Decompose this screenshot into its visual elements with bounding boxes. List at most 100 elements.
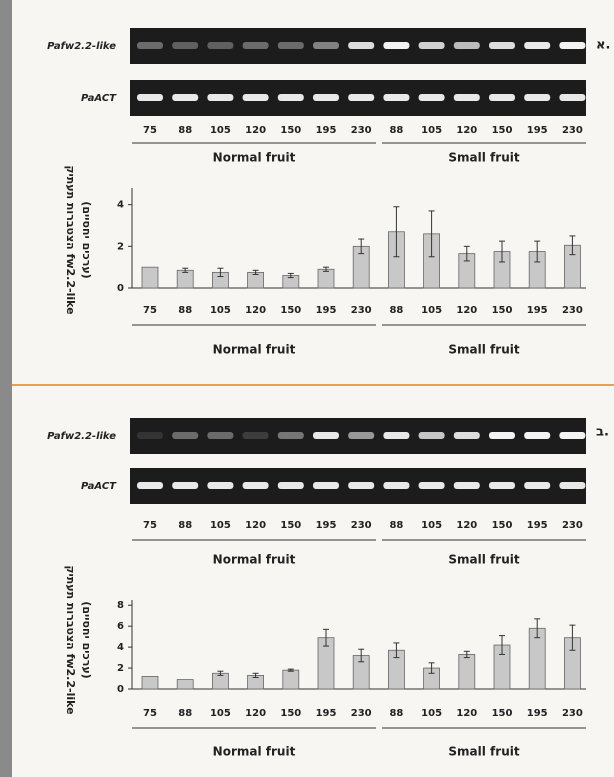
gel-band xyxy=(489,42,515,49)
left-border xyxy=(0,0,12,777)
panel-label: א. xyxy=(596,38,610,53)
gel-band xyxy=(419,432,445,439)
gel-band xyxy=(348,42,374,49)
gel-band xyxy=(243,432,269,439)
x-tick-label: 105 xyxy=(421,305,442,316)
lane-label: 150 xyxy=(280,520,301,531)
y-axis-label: הצטברות תעתיק fw2.2-like xyxy=(64,565,77,714)
x-tick-label: 195 xyxy=(316,708,337,719)
lane-label: 230 xyxy=(562,125,583,136)
x-tick-label: 120 xyxy=(456,305,477,316)
y-tick-label: 4 xyxy=(117,200,124,211)
x-tick-label: 230 xyxy=(351,305,372,316)
y-axis-label: (ערכים יחסיים) xyxy=(80,601,93,678)
lane-label: 88 xyxy=(389,520,403,531)
bar xyxy=(177,270,193,288)
gel-band xyxy=(172,42,198,49)
gel-band xyxy=(454,432,480,439)
gel-band xyxy=(419,94,445,101)
y-tick-label: 6 xyxy=(117,621,124,632)
gel-band xyxy=(383,42,409,49)
x-tick-label: 195 xyxy=(527,708,548,719)
y-tick-label: 8 xyxy=(117,600,124,611)
bar xyxy=(283,670,299,689)
gel-band xyxy=(348,482,374,489)
x-tick-label: 150 xyxy=(492,708,513,719)
gel-band xyxy=(278,42,304,49)
gel-band xyxy=(559,42,585,49)
x-tick-label: 75 xyxy=(143,708,157,719)
y-tick-label: 2 xyxy=(117,241,124,252)
group-label: Small fruit xyxy=(448,745,519,759)
x-tick-label: 88 xyxy=(178,708,192,719)
gel-band xyxy=(243,94,269,101)
gel-band xyxy=(137,432,163,439)
lane-label: 88 xyxy=(389,125,403,136)
group-label: Small fruit xyxy=(448,553,519,567)
gel-band xyxy=(313,482,339,489)
lane-label: 230 xyxy=(351,125,372,136)
gel-band xyxy=(348,94,374,101)
group-label: Small fruit xyxy=(448,151,519,165)
gel-band xyxy=(524,482,550,489)
gel-row-label: Pafw2.2-like xyxy=(47,431,116,442)
x-tick-label: 88 xyxy=(389,708,403,719)
gel-band xyxy=(348,432,374,439)
gel-band xyxy=(454,482,480,489)
lane-label: 75 xyxy=(143,520,157,531)
gel-band xyxy=(489,482,515,489)
x-tick-label: 195 xyxy=(316,305,337,316)
x-tick-label: 195 xyxy=(527,305,548,316)
x-tick-label: 120 xyxy=(245,708,266,719)
gel-band xyxy=(524,42,550,49)
lane-label: 105 xyxy=(421,125,442,136)
group-label: Normal fruit xyxy=(213,745,296,759)
lane-label: 150 xyxy=(492,520,513,531)
gel-band xyxy=(207,432,233,439)
bar xyxy=(142,676,158,689)
bar xyxy=(142,267,158,288)
lane-label: 120 xyxy=(456,520,477,531)
x-tick-label: 150 xyxy=(280,305,301,316)
y-tick-label: 4 xyxy=(117,642,124,653)
lane-label: 75 xyxy=(143,125,157,136)
lane-label: 150 xyxy=(492,125,513,136)
x-tick-label: 230 xyxy=(351,708,372,719)
gel-band xyxy=(243,482,269,489)
gel-band xyxy=(313,94,339,101)
panel-label: ב. xyxy=(596,425,609,440)
x-tick-label: 150 xyxy=(280,708,301,719)
gel-band xyxy=(313,432,339,439)
gel-band xyxy=(454,94,480,101)
gel-row-label: PaACT xyxy=(81,93,117,104)
x-tick-label: 230 xyxy=(562,305,583,316)
gel-band xyxy=(137,482,163,489)
gel-band xyxy=(278,482,304,489)
lane-label: 195 xyxy=(527,520,548,531)
lane-label: 195 xyxy=(527,125,548,136)
gel-band xyxy=(524,432,550,439)
gel-band xyxy=(383,432,409,439)
group-label: Normal fruit xyxy=(213,343,296,357)
gel-band xyxy=(559,482,585,489)
lane-label: 88 xyxy=(178,520,192,531)
gel-band xyxy=(278,432,304,439)
x-tick-label: 120 xyxy=(245,305,266,316)
y-tick-label: 0 xyxy=(117,684,124,695)
lane-label: 150 xyxy=(280,125,301,136)
gel-band xyxy=(137,42,163,49)
lane-label: 105 xyxy=(210,125,231,136)
x-tick-label: 105 xyxy=(210,305,231,316)
y-axis-label: הצטברות תעתיק fw2.2-like xyxy=(64,165,77,314)
gel-band xyxy=(243,42,269,49)
gel-band xyxy=(278,94,304,101)
lane-label: 195 xyxy=(316,125,337,136)
lane-label: 120 xyxy=(456,125,477,136)
y-axis-label: (ערכים יחסיים) xyxy=(80,201,93,278)
x-tick-label: 105 xyxy=(421,708,442,719)
x-tick-label: 150 xyxy=(492,305,513,316)
gel-band xyxy=(207,42,233,49)
gel-band xyxy=(524,94,550,101)
y-tick-label: 0 xyxy=(117,283,124,294)
x-tick-label: 88 xyxy=(178,305,192,316)
